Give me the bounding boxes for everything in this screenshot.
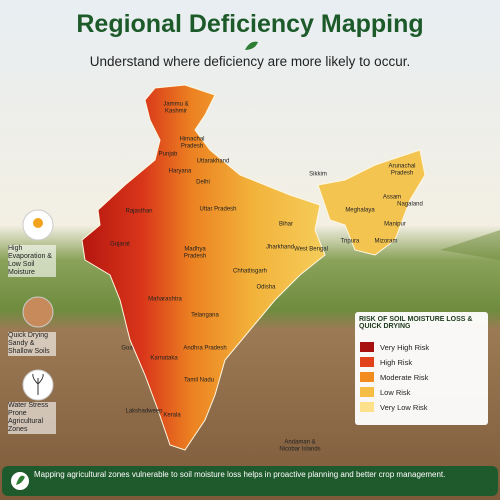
- legend-label: Moderate Risk: [380, 373, 429, 382]
- leaf-icon: [16, 475, 25, 485]
- legend-swatch: [360, 342, 374, 352]
- side-icon: [22, 296, 54, 328]
- region-label: Jharkhand: [265, 244, 295, 251]
- legend-label: Very High Risk: [380, 343, 430, 352]
- side-caption: Water Stress Prone Agricultural Zones: [8, 402, 56, 435]
- region-label: Delhi: [196, 179, 210, 186]
- region-label: Tripura: [340, 238, 360, 245]
- region-label: Gujarat: [110, 241, 130, 248]
- region-label: Haryana: [168, 168, 192, 175]
- legend-swatch: [360, 402, 374, 412]
- region-label: West Bengal: [294, 246, 328, 253]
- region-label: Sikkim: [309, 171, 327, 178]
- region-label: Tamil Nadu: [183, 377, 214, 384]
- side-caption: High Evaporation & Low Soil Moisture: [8, 245, 56, 278]
- region-label: Kerala: [163, 412, 181, 419]
- legend-label: Low Risk: [380, 388, 411, 397]
- legend-box: [355, 312, 488, 425]
- title-leaf: [245, 41, 258, 50]
- region-label: Assam: [382, 194, 402, 201]
- region-label: Odisha: [256, 284, 276, 291]
- legend-swatch: [360, 357, 374, 367]
- region-label: Chhattisgarh: [232, 268, 268, 275]
- region-label: Nagaland: [397, 201, 423, 208]
- region-label: Lakshadweep: [125, 408, 163, 415]
- region-label: Jammu & Kashmir: [163, 101, 189, 114]
- region-label: Uttar Pradesh: [199, 206, 237, 213]
- legend-label: Very Low Risk: [380, 403, 428, 412]
- region-label: Himachal Pradesh: [179, 136, 205, 149]
- map-northeast: [317, 149, 426, 256]
- region-label: Rajasthan: [125, 208, 153, 215]
- region-label: Goa: [121, 345, 133, 352]
- region-label: Madhya Pradesh: [183, 246, 207, 259]
- region-label: Andaman & Nicobar Islands: [279, 439, 321, 452]
- region-label: Telangana: [191, 312, 219, 319]
- legend-label: High Risk: [380, 358, 413, 367]
- region-label: Arunachal Pradesh: [388, 163, 416, 176]
- legend-title: RISK OF SOIL MOISTURE LOSS & QUICK DRYIN…: [359, 316, 473, 330]
- plant-icon: [32, 373, 44, 395]
- region-label: Andhra Pradesh: [183, 345, 227, 352]
- subtitle: Understand where deficiency are more lik…: [89, 54, 411, 69]
- legend-swatch: [360, 387, 374, 397]
- footer-text: Mapping agricultural zones vulnerable to…: [34, 470, 446, 479]
- title: Regional Deficiency Mapping: [76, 10, 424, 38]
- region-label: Punjab: [158, 151, 178, 158]
- sun-icon: [33, 218, 43, 228]
- region-label: Maharashtra: [148, 296, 182, 303]
- legend-swatch: [360, 372, 374, 382]
- region-label: Meghalaya: [345, 207, 375, 214]
- region-label: Karnataka: [150, 355, 178, 362]
- map-mainland: [81, 84, 326, 451]
- side-caption: Quick Drying Sandy & Shallow Soils: [8, 332, 56, 357]
- footer-banner: [2, 466, 498, 496]
- region-label: Mizoram: [374, 238, 398, 245]
- region-label: Manipur: [384, 221, 406, 228]
- region-label: Bihar: [278, 221, 293, 228]
- region-label: Uttarakhand: [196, 158, 230, 165]
